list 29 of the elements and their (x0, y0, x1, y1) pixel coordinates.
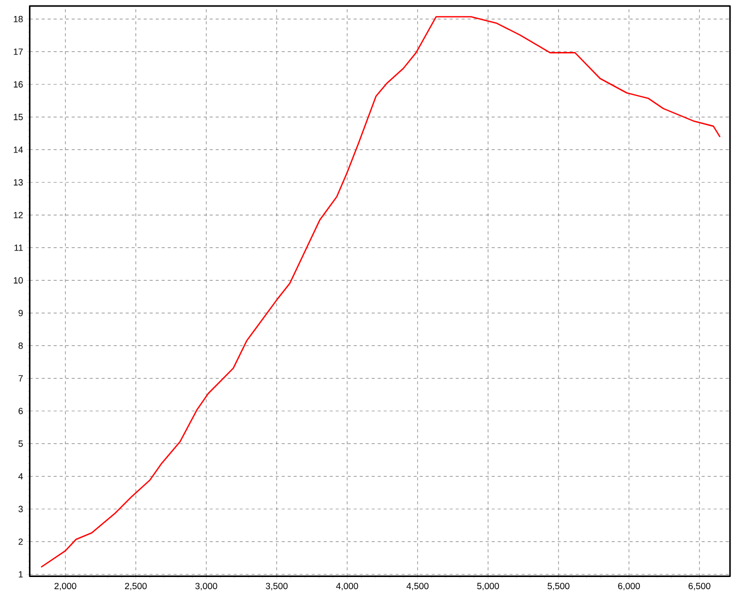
y-tick-label: 14 (14, 146, 23, 153)
y-tick-label: 12 (14, 212, 23, 218)
x-tick-label: 2,500 (125, 582, 147, 590)
line-series (40, 16, 721, 568)
x-tick-label: 5,500 (548, 582, 570, 590)
x-tick-label: 5,000 (477, 582, 499, 590)
y-tick-label: 17 (14, 48, 23, 55)
x-tick-label: 4,000 (336, 582, 358, 590)
y-tick-label: 10 (14, 277, 23, 284)
x-tick-label: 6,500 (688, 582, 710, 590)
y-tick-label: 3 (18, 506, 23, 512)
y-tick-label: 9 (18, 310, 23, 316)
y-tick-label: 18 (14, 16, 23, 22)
y-tick-label: 5 (18, 440, 23, 447)
y-tick-label: 6 (18, 408, 23, 414)
x-tick-label: 3,500 (266, 582, 288, 590)
y-tick-label: 11 (14, 244, 23, 251)
y-tick-label: 13 (14, 179, 23, 186)
x-tick-label: 6,000 (618, 582, 640, 590)
y-tick-label: 7 (18, 375, 23, 382)
x-tick-label: 3,000 (195, 582, 218, 590)
x-tick-label: 2,000 (54, 582, 76, 590)
y-tick-label: 15 (14, 114, 23, 120)
y-tick-label: 1 (18, 571, 23, 578)
x-tick-label: 4,500 (406, 582, 429, 590)
y-tick-label: 8 (18, 342, 23, 349)
y-tick-label: 2 (18, 538, 23, 545)
y-tick-label: 16 (14, 81, 23, 88)
y-tick-label: 4 (18, 473, 23, 480)
